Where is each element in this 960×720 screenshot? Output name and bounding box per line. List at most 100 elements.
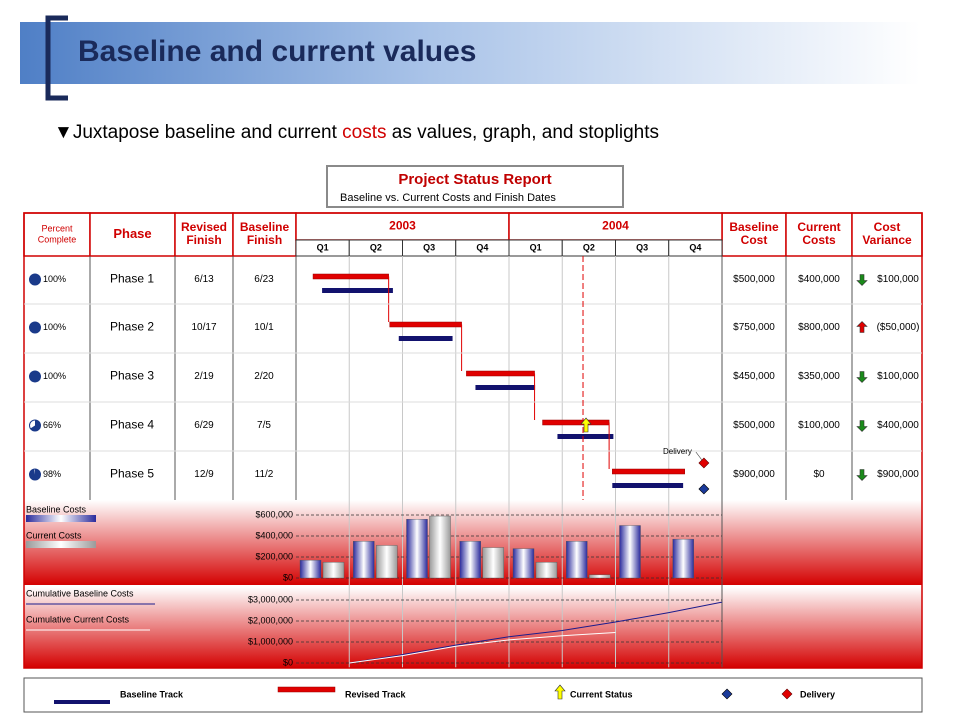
header-label: Percent: [41, 223, 73, 233]
y-tick-label: $3,000,000: [248, 594, 293, 604]
revised-finish: 12/9: [194, 469, 214, 480]
cost-bar: [299, 559, 322, 579]
percent-label: 66%: [43, 420, 61, 430]
bullet-text: Juxtapose baseline and current: [73, 122, 342, 143]
title-band: [20, 22, 920, 84]
cost-bar: [672, 538, 694, 579]
legend-status-swatch: [554, 684, 566, 700]
status-pie: [29, 469, 41, 480]
revised-track: [466, 370, 535, 377]
delivery-diamond: [698, 457, 710, 469]
quarter-cell: [668, 239, 723, 257]
phase-label: Phase 3: [110, 369, 154, 383]
status-pie: [29, 322, 41, 333]
cost-bar: [589, 574, 611, 579]
report-box: [326, 165, 624, 208]
cost-variance: $900,000: [877, 469, 919, 480]
quarter-label: Q2: [370, 242, 382, 252]
year-cell: [508, 212, 723, 241]
year-label: 2003: [389, 219, 416, 233]
cost-bar: [535, 562, 558, 579]
quarter-label: Q2: [583, 242, 595, 252]
baseline-track: [398, 336, 453, 341]
phase-label: Phase 1: [110, 272, 154, 286]
header-label: Cost: [874, 220, 901, 234]
header-cell: [851, 212, 923, 257]
baseline-cost: $500,000: [733, 420, 775, 431]
cost-bar: [353, 541, 375, 579]
current-costs: $800,000: [798, 322, 840, 333]
legend-box: [23, 677, 923, 713]
y-tick-label: $2,000,000: [248, 615, 293, 625]
legend-label: Revised Track: [345, 689, 407, 699]
legend-delivery-swatch: [781, 688, 793, 700]
percent-label: 98%: [43, 469, 61, 479]
y-tick-label: $0: [283, 657, 293, 667]
quarter-label: Q4: [476, 242, 488, 252]
y-tick-label: $0: [283, 572, 293, 582]
y-tick-label: $400,000: [255, 530, 293, 540]
header-cell: [785, 212, 853, 257]
phase-label: Phase 4: [110, 418, 154, 432]
baseline-finish: 2/20: [254, 371, 274, 382]
trend-arrow: [856, 420, 868, 432]
revised-finish: 2/19: [194, 371, 214, 382]
header-cell: [174, 212, 234, 257]
header-label: Baseline: [729, 220, 779, 234]
baseline-finish: 7/5: [257, 420, 271, 431]
quarter-label: Q4: [689, 242, 701, 252]
delivery-leader: [695, 451, 703, 461]
revised-track: [312, 273, 389, 280]
cumulative-panel: [24, 587, 922, 668]
baseline-finish: 10/1: [254, 322, 274, 333]
quarter-label: Q1: [317, 242, 329, 252]
header-label: Current: [797, 220, 840, 234]
slide-title: Baseline and current values: [78, 35, 477, 68]
phase-label: Phase 2: [110, 320, 154, 334]
cost-bar: [459, 541, 481, 579]
trend-arrow: [856, 274, 868, 286]
cost-variance: ($50,000): [877, 322, 920, 333]
table-border: [23, 212, 923, 669]
header-label: Finish: [186, 233, 221, 247]
header-cell: [232, 212, 297, 257]
delivery-label: Delivery: [663, 447, 692, 456]
cost-bar: [376, 545, 398, 579]
quarter-label: Q3: [636, 242, 648, 252]
trend-arrow: [856, 469, 868, 481]
header-label: Revised: [181, 220, 227, 234]
percent-label: 100%: [43, 274, 66, 284]
header-cell: [89, 212, 176, 257]
status-pie: [29, 274, 41, 285]
revised-track: [389, 321, 462, 328]
baseline-cost: $900,000: [733, 469, 775, 480]
revised-finish: 10/17: [191, 322, 216, 333]
cost-variance: $100,000: [877, 274, 919, 285]
bullet-marker: ▼: [54, 122, 73, 143]
legend-label: Delivery: [800, 689, 835, 699]
legend-label: Cumulative Current Costs: [26, 614, 130, 624]
cumulative-line: [349, 601, 723, 664]
phase-label: Phase 5: [110, 467, 154, 481]
y-tick-label: $1,000,000: [248, 636, 293, 646]
trend-arrow: [856, 321, 868, 333]
status-pie: [30, 420, 41, 432]
legend-label: Baseline Costs: [26, 504, 87, 514]
cumulative-line: [349, 632, 616, 664]
delivery-diamond: [698, 483, 710, 495]
baseline-track: [475, 385, 536, 390]
revised-finish: 6/29: [194, 420, 214, 431]
cost-bar: [566, 541, 588, 579]
baseline-finish: 11/2: [255, 469, 274, 480]
title-bracket: [45, 15, 68, 101]
header-label: Phase: [113, 226, 151, 241]
header-label: Complete: [38, 234, 77, 244]
current-costs: $350,000: [798, 371, 840, 382]
cost-variance: $400,000: [877, 420, 919, 431]
baseline-track: [557, 434, 614, 439]
year-label: 2004: [602, 219, 629, 233]
legend-swatch: [26, 515, 96, 522]
baseline-track: [612, 483, 684, 488]
y-tick-label: $600,000: [255, 509, 293, 519]
